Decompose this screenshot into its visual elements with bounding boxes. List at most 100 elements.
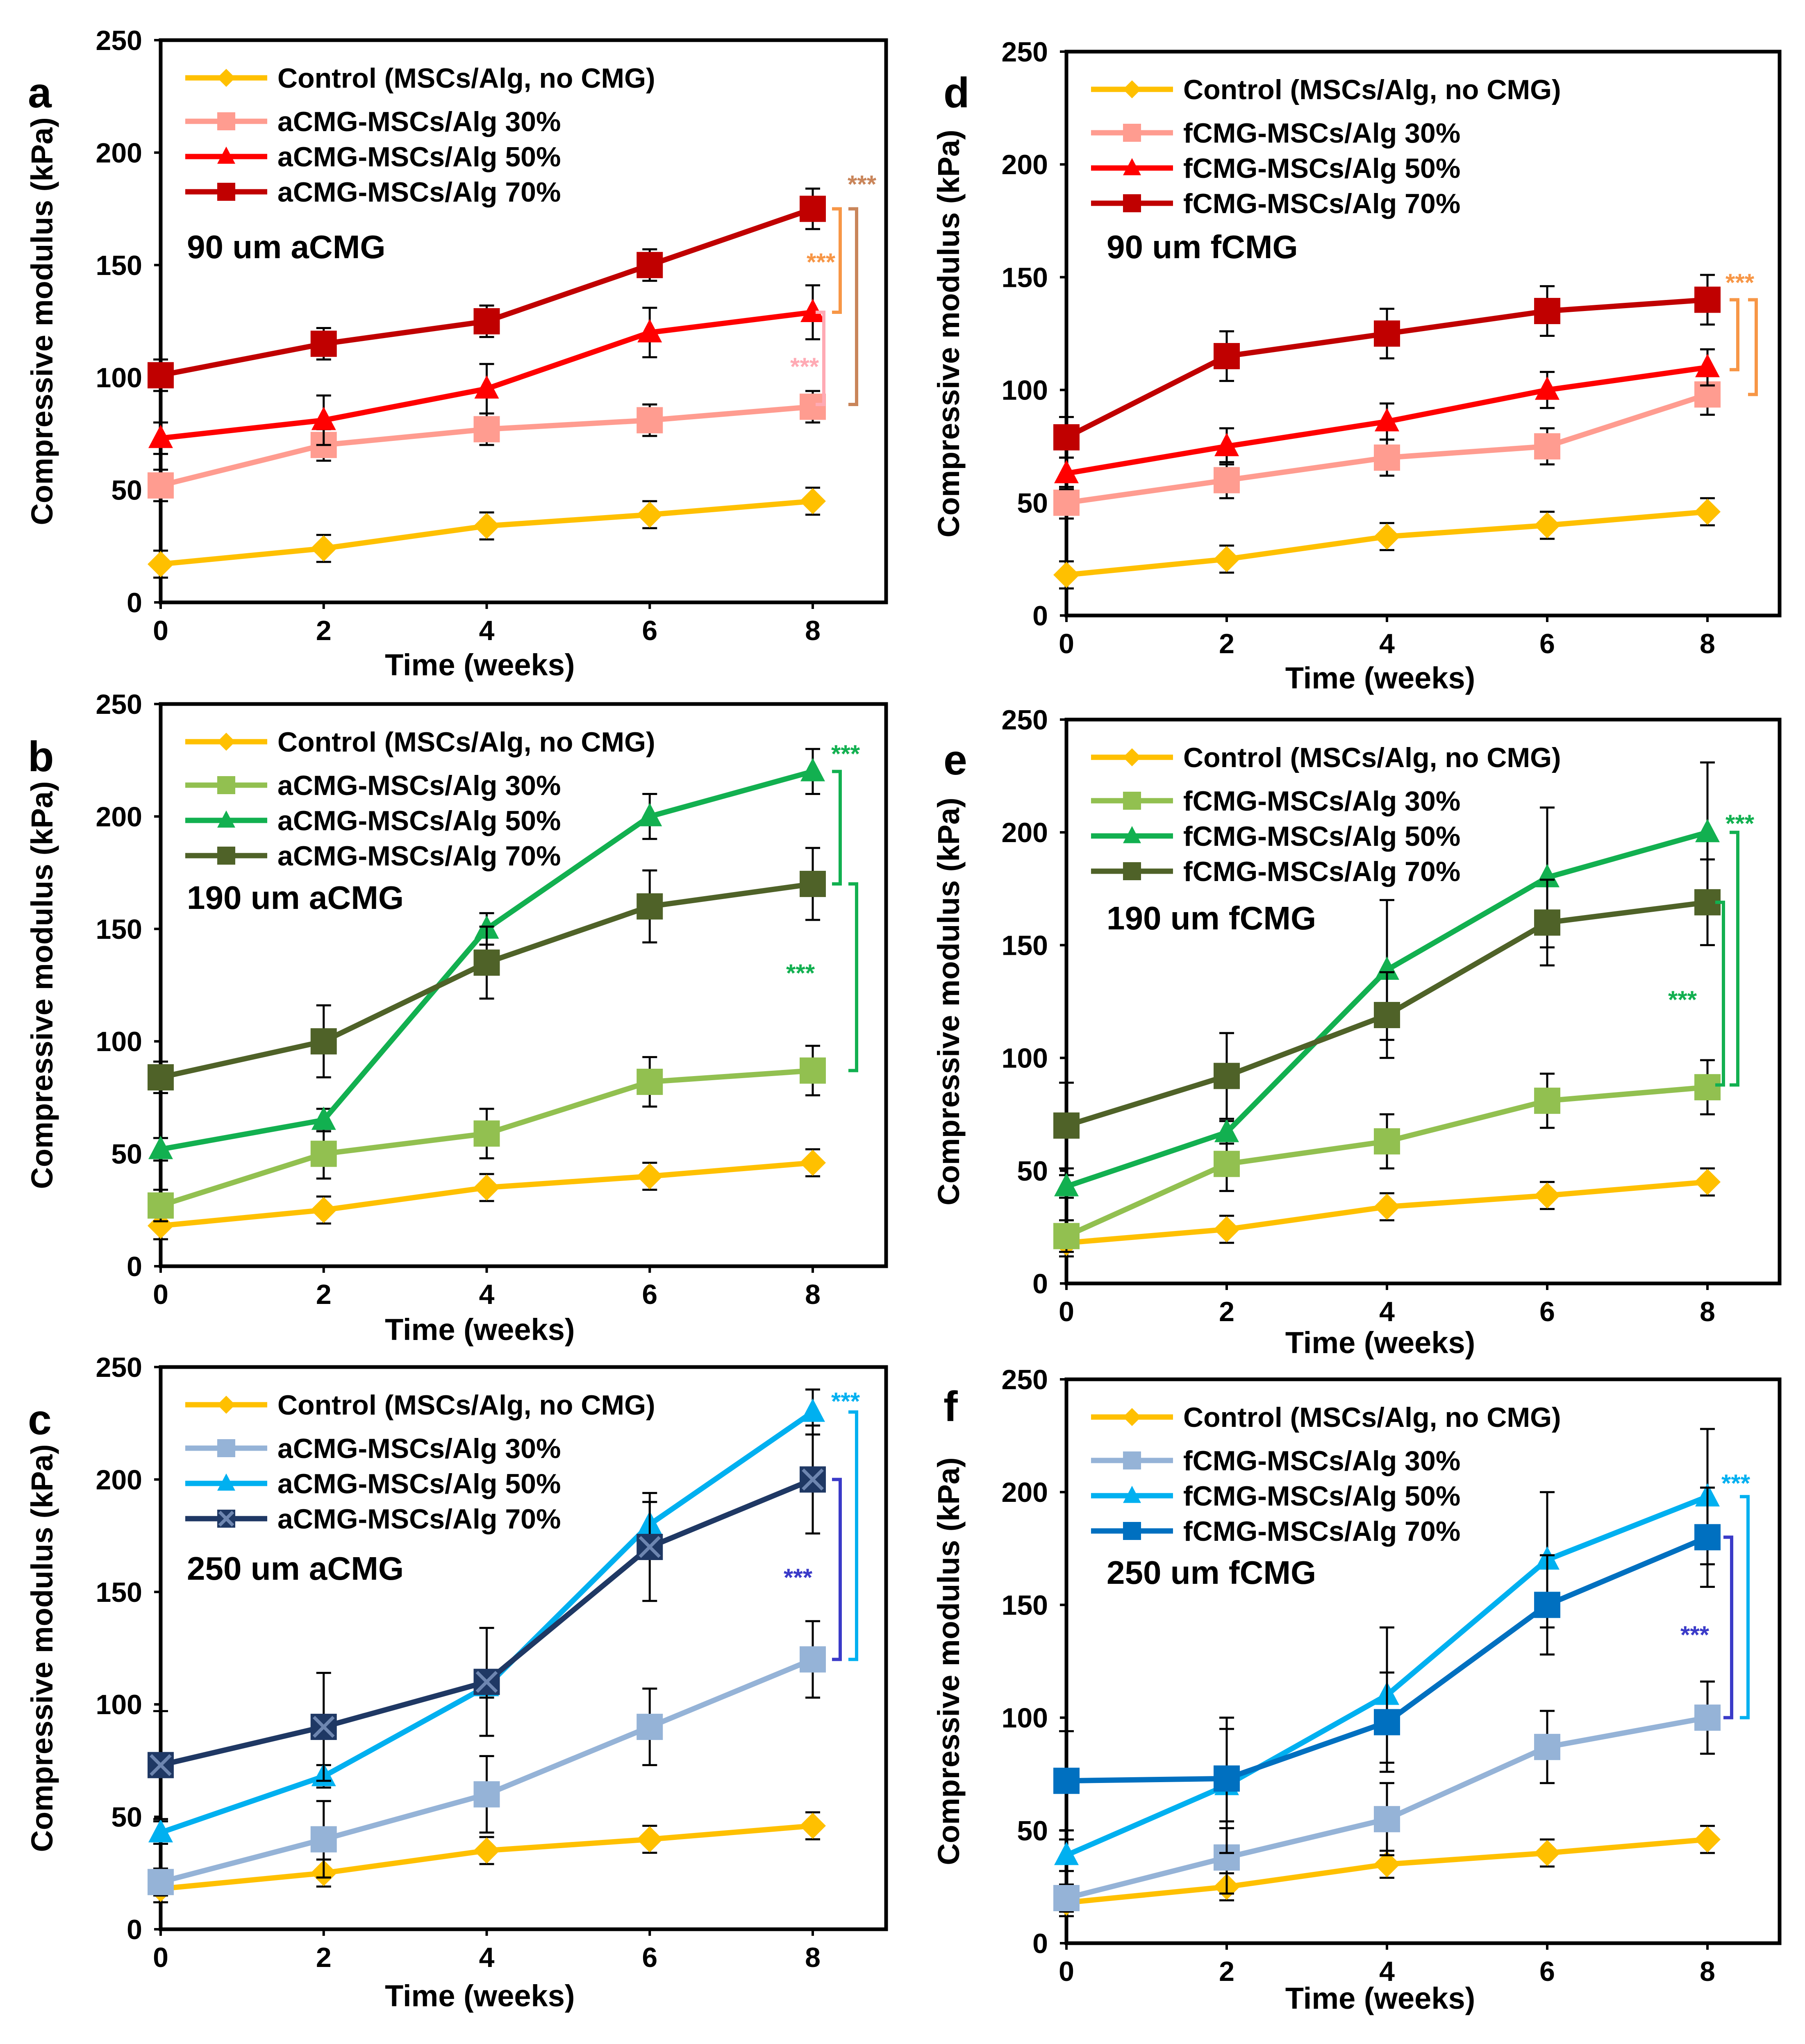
y-tick-label: 200 bbox=[96, 1464, 142, 1495]
x-tick-label: 2 bbox=[1219, 1956, 1234, 1987]
legend-entry: Control (MSCs/Alg, no CMG) bbox=[1091, 1402, 1561, 1433]
data-point bbox=[637, 501, 663, 528]
data-point bbox=[1053, 1112, 1080, 1139]
data-point bbox=[1374, 444, 1400, 471]
significance-label: *** bbox=[1725, 810, 1755, 837]
data-point bbox=[637, 319, 662, 343]
data-point bbox=[310, 1140, 337, 1167]
legend-entry: aCMG-MSCs/Alg 30% bbox=[185, 106, 561, 137]
y-tick-label: 250 bbox=[96, 25, 142, 56]
data-point bbox=[148, 472, 174, 499]
legend-marker bbox=[1123, 1408, 1141, 1426]
legend-marker bbox=[1123, 1522, 1141, 1540]
legend-entry: Control (MSCs/Alg, no CMG) bbox=[1091, 74, 1561, 105]
data-point bbox=[637, 252, 663, 278]
data-point bbox=[1054, 460, 1079, 484]
significance-bracket bbox=[1730, 298, 1739, 372]
series-0 bbox=[1053, 497, 1721, 590]
x-tick-label: 0 bbox=[1059, 1296, 1074, 1327]
y-tick-label: 50 bbox=[111, 475, 142, 506]
legend-entry: aCMG-MSCs/Alg 30% bbox=[185, 770, 561, 801]
legend-entry: fCMG-MSCs/Alg 50% bbox=[1091, 821, 1460, 852]
x-axis-title: Time (weeks) bbox=[385, 648, 575, 682]
x-tick-label: 6 bbox=[1539, 1296, 1555, 1327]
y-tick-label: 50 bbox=[111, 1802, 142, 1833]
y-tick-label: 200 bbox=[1002, 817, 1048, 848]
data-point bbox=[1695, 819, 1720, 843]
x-tick-label: 8 bbox=[1700, 1296, 1715, 1327]
legend-entry: aCMG-MSCs/Alg 30% bbox=[185, 1433, 561, 1464]
data-point bbox=[1534, 1088, 1561, 1114]
plot-frame bbox=[159, 38, 888, 604]
data-point bbox=[1535, 864, 1560, 888]
data-point bbox=[473, 1174, 500, 1201]
data-point bbox=[1375, 408, 1400, 432]
data-point bbox=[1534, 512, 1561, 538]
legend-marker bbox=[1123, 1485, 1141, 1503]
y-tick-label: 100 bbox=[96, 362, 142, 393]
data-point bbox=[473, 1837, 500, 1864]
x-axis-title: Time (weeks) bbox=[1285, 661, 1475, 695]
x-tick-label: 2 bbox=[316, 1942, 332, 1973]
series-3 bbox=[148, 1424, 826, 1820]
plot-frame bbox=[1064, 718, 1782, 1285]
plot-frame bbox=[159, 1365, 888, 1931]
legend-marker bbox=[217, 810, 235, 828]
x-tick-label: 4 bbox=[1379, 628, 1395, 659]
data-point bbox=[1374, 523, 1400, 550]
data-point bbox=[1214, 433, 1239, 456]
data-point bbox=[148, 551, 174, 577]
data-point bbox=[637, 1068, 663, 1095]
data-point bbox=[148, 362, 174, 388]
series-0 bbox=[148, 1148, 826, 1240]
x-tick-label: 2 bbox=[1219, 1296, 1234, 1327]
significance-bracket bbox=[832, 770, 842, 886]
data-point bbox=[800, 1398, 825, 1422]
data-point bbox=[1054, 1842, 1079, 1865]
data-point bbox=[1534, 1734, 1561, 1760]
data-point bbox=[800, 1149, 826, 1176]
data-point bbox=[1534, 909, 1561, 936]
legend-label: Control (MSCs/Alg, no CMG) bbox=[1183, 742, 1561, 773]
significance-bracket bbox=[1723, 1535, 1733, 1719]
legend-entry: fCMG-MSCs/Alg 70% bbox=[1091, 1516, 1460, 1547]
legend-label: fCMG-MSCs/Alg 70% bbox=[1183, 856, 1460, 887]
legend-label: fCMG-MSCs/Alg 70% bbox=[1183, 188, 1460, 219]
panel-annotation: 90 um fCMG bbox=[1107, 229, 1298, 265]
legend-label: Control (MSCs/Alg, no CMG) bbox=[1183, 74, 1561, 105]
data-point bbox=[311, 407, 336, 430]
legend-marker-cross bbox=[218, 1510, 234, 1527]
y-tick-label: 100 bbox=[1002, 375, 1048, 406]
series-1 bbox=[1053, 373, 1721, 520]
legend-entry: fCMG-MSCs/Alg 50% bbox=[1091, 153, 1460, 184]
y-tick-label: 250 bbox=[96, 1352, 142, 1383]
data-point bbox=[800, 758, 825, 781]
legend-marker bbox=[217, 1439, 235, 1457]
legend-entry: fCMG-MSCs/Alg 30% bbox=[1091, 786, 1460, 817]
legend-marker bbox=[217, 733, 235, 751]
series-3 bbox=[1053, 858, 1721, 1170]
data-point bbox=[800, 1812, 826, 1839]
significance-bracket bbox=[848, 207, 858, 407]
data-point bbox=[310, 1197, 337, 1223]
chart-panel-b: 0 50 100 150 200 250 0 2 4 6 8 Time (weeks) Compress… bbox=[25, 689, 888, 1347]
x-axis-title: Time (weeks) bbox=[1285, 1326, 1475, 1360]
y-tick-label: 50 bbox=[1017, 1156, 1048, 1187]
significance-label: *** bbox=[1680, 1621, 1710, 1649]
data-point bbox=[1214, 1119, 1239, 1142]
significance-label: *** bbox=[790, 353, 819, 380]
chart-panel-a: 0 50 100 150 200 250 0 2 4 6 8 Time (weeks) Compress… bbox=[25, 25, 888, 682]
data-point bbox=[1534, 298, 1561, 324]
x-tick-label: 4 bbox=[479, 615, 495, 646]
significance-bracket bbox=[832, 1478, 842, 1661]
data-point bbox=[1374, 1002, 1400, 1029]
data-point bbox=[1374, 1128, 1400, 1155]
data-point bbox=[473, 1120, 500, 1147]
legend-label: fCMG-MSCs/Alg 30% bbox=[1183, 1445, 1460, 1476]
data-point bbox=[148, 1213, 174, 1239]
significance-bracket bbox=[1740, 1495, 1750, 1719]
panel-annotation: 90 um aCMG bbox=[187, 229, 386, 265]
data-point bbox=[310, 535, 337, 562]
legend-entry: fCMG-MSCs/Alg 30% bbox=[1091, 1445, 1460, 1476]
panel-letter: b bbox=[28, 733, 54, 781]
